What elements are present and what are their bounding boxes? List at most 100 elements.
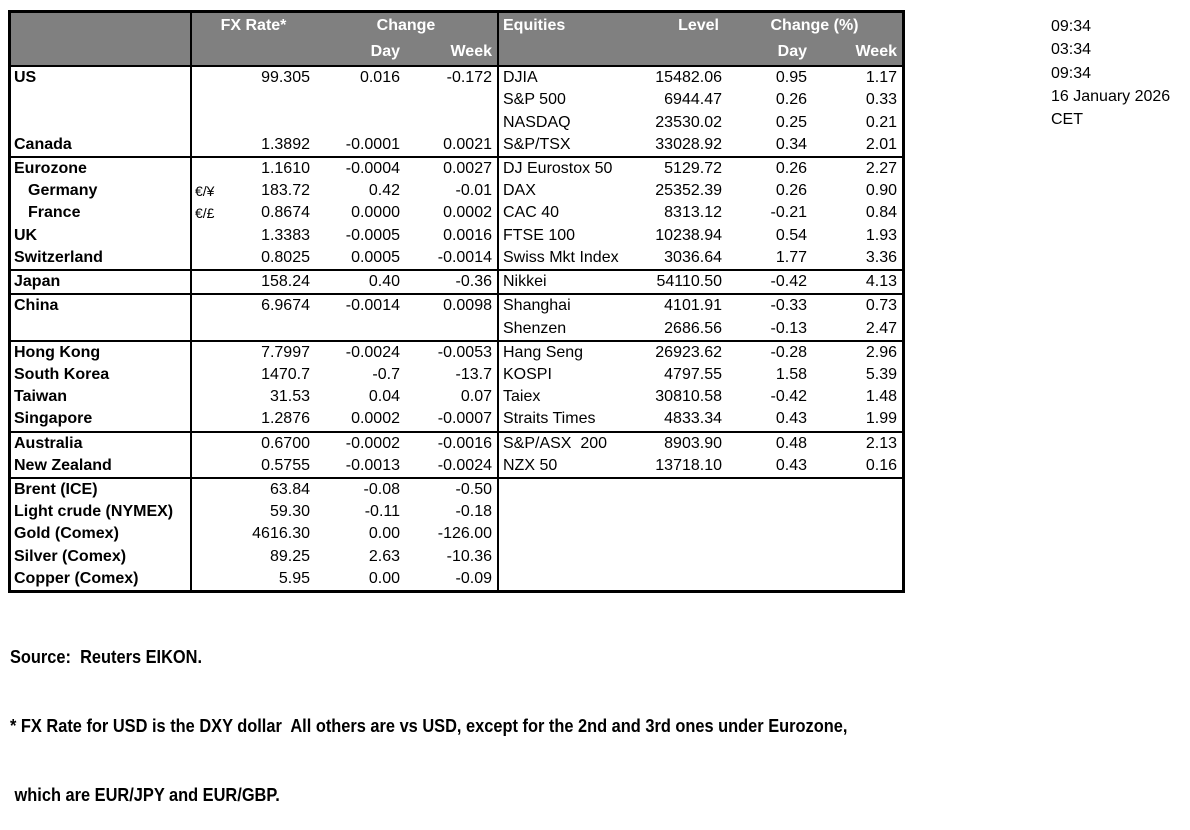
fx-pair-cell (190, 478, 237, 502)
equity-change-day-cell (727, 546, 812, 568)
fx-change-day-cell: 0.00 (368, 525, 400, 543)
timestamp-line: 09:34 (1051, 64, 1092, 82)
fx-rate-cell (237, 111, 315, 133)
fx-change-week-cell: 0.0098 (443, 297, 492, 315)
equity-name-cell (497, 545, 627, 568)
fx-rate-cell: 89.25 (269, 547, 310, 565)
fx-change-week-cell: -0.0007 (437, 410, 492, 428)
table-row: Singapore 1.2876 0.0002 -0.0007 Straits … (11, 408, 902, 433)
fx-change-week-cell (405, 89, 497, 111)
header-equity-week: Week (855, 43, 897, 60)
equity-change-day-cell: 1.58 (775, 365, 807, 383)
fx-pair-cell (190, 89, 237, 112)
fx-pair-cell (190, 545, 237, 568)
fx-rate-cell: 1.1610 (261, 159, 310, 177)
equity-name-cell: DJ Eurostox 50 (497, 157, 627, 181)
country-cell: South Korea (14, 365, 110, 383)
equity-name-cell: Straits Times (497, 408, 627, 431)
table-row: S&P 500 6944.47 0.26 0.33 (11, 89, 902, 112)
fx-change-week-cell (405, 317, 497, 339)
equity-level-cell (627, 546, 727, 568)
fx-pair-cell (190, 341, 237, 364)
fx-change-week-cell: -0.50 (455, 481, 492, 499)
country-cell: Switzerland (14, 248, 103, 266)
equity-change-day-cell: -0.21 (770, 204, 807, 222)
fx-rate-cell: 63.84 (269, 481, 310, 499)
table-row: Germany €/¥ 183.72 0.42 -0.01 DAX 25352.… (11, 180, 902, 203)
country-cell: UK (14, 226, 38, 244)
fx-pair-cell (190, 386, 237, 409)
fx-change-day-cell: 0.04 (368, 388, 400, 406)
fx-pair-cell (190, 157, 237, 181)
header-fx-week: Week (450, 43, 492, 60)
equity-change-week-cell: 0.90 (865, 182, 897, 200)
fx-rate-cell: 7.7997 (261, 343, 310, 361)
fx-change-day-cell: -0.0002 (345, 434, 400, 452)
equity-change-week-cell: 0.21 (865, 113, 897, 131)
fx-pair-cell (190, 111, 237, 134)
fx-pair-cell (190, 133, 237, 156)
equity-name-cell (497, 501, 627, 524)
equity-change-week-cell (812, 546, 902, 568)
fx-rate-cell: 31.53 (269, 388, 310, 406)
equity-level-cell: 30810.58 (655, 388, 722, 406)
fx-change-week-cell (405, 111, 497, 133)
fx-change-week-cell: -0.18 (455, 503, 492, 521)
fx-rate-cell: 0.5755 (261, 456, 310, 474)
fx-change-week-cell: -0.09 (455, 569, 492, 587)
fx-rate-cell: 1.3892 (261, 135, 310, 153)
table-row: NASDAQ 23530.02 0.25 0.21 (11, 111, 902, 134)
equity-name-cell: S&P 500 (497, 89, 627, 112)
fx-change-day-cell (315, 317, 405, 339)
fx-change-day-cell: -0.7 (372, 365, 400, 383)
fx-pair-cell (190, 567, 237, 591)
fx-change-day-cell (315, 89, 405, 111)
fx-pair-cell: €/¥ (190, 180, 237, 203)
fx-change-week-cell: -0.0016 (437, 434, 492, 452)
table-row: New Zealand 0.5755 -0.0013 -0.0024 NZX 5… (11, 454, 902, 479)
equity-name-cell: CAC 40 (497, 202, 627, 225)
fx-pair-cell (190, 501, 237, 524)
table-row: China 6.9674 -0.0014 0.0098 Shanghai 410… (11, 295, 902, 318)
fx-rate-cell: 99.305 (261, 69, 310, 87)
fx-pair-cell (190, 270, 237, 294)
fx-pair-cell (190, 454, 237, 477)
equity-change-week-cell: 0.33 (865, 91, 897, 109)
fx-change-day-cell: 0.42 (368, 182, 400, 200)
equity-name-cell: DJIA (497, 67, 627, 90)
fx-change-day-cell: -0.0004 (345, 159, 400, 177)
equity-change-week-cell: 5.39 (865, 365, 897, 383)
equity-level-cell: 6944.47 (664, 91, 722, 109)
table-row: Light crude (NYMEX) 59.30 -0.11 -0.18 (11, 501, 902, 524)
equity-name-cell: S&P/TSX (497, 133, 627, 156)
table-header-row-2: Day Week Day Week (11, 39, 902, 67)
fx-pair-cell (190, 67, 237, 90)
source-line: Source: Reuters EIKON. (10, 647, 203, 667)
equity-name-cell: NASDAQ (497, 111, 627, 134)
equity-change-day-cell (727, 479, 812, 501)
equity-change-day-cell (727, 523, 812, 545)
equity-change-day-cell: 0.26 (775, 91, 807, 109)
header-equities: Equities (497, 13, 627, 39)
equity-level-cell: 5129.72 (664, 159, 722, 177)
country-cell: Germany (28, 182, 98, 200)
table-row: France €/£ 0.8674 0.0000 0.0002 CAC 40 8… (11, 202, 902, 225)
fx-change-day-cell: 0.40 (368, 273, 400, 291)
equity-change-day-cell: 0.54 (775, 226, 807, 244)
table-row: Switzerland 0.8025 0.0005 -0.0014 Swiss … (11, 246, 902, 271)
fx-change-week-cell: 0.0021 (443, 135, 492, 153)
equity-change-day-cell: 0.26 (775, 182, 807, 200)
equity-level-cell: 15482.06 (655, 69, 722, 87)
date-line: 16 January 2026 (1051, 87, 1171, 105)
timestamp-line: 03:34 (1051, 41, 1092, 59)
fx-rate-cell: 158.24 (261, 273, 310, 291)
fx-change-week-cell: 0.07 (460, 388, 492, 406)
fx-change-week-cell: -0.36 (455, 273, 492, 291)
fx-rate-cell: 1470.7 (261, 365, 310, 383)
equity-change-week-cell: 2.47 (865, 319, 897, 337)
equity-level-cell: 8313.12 (664, 204, 722, 222)
equity-level-cell: 26923.62 (655, 343, 722, 361)
fx-change-week-cell: -126.00 (437, 525, 492, 543)
equity-change-day-cell: 0.43 (775, 410, 807, 428)
fx-change-week-cell: -0.0053 (437, 343, 492, 361)
